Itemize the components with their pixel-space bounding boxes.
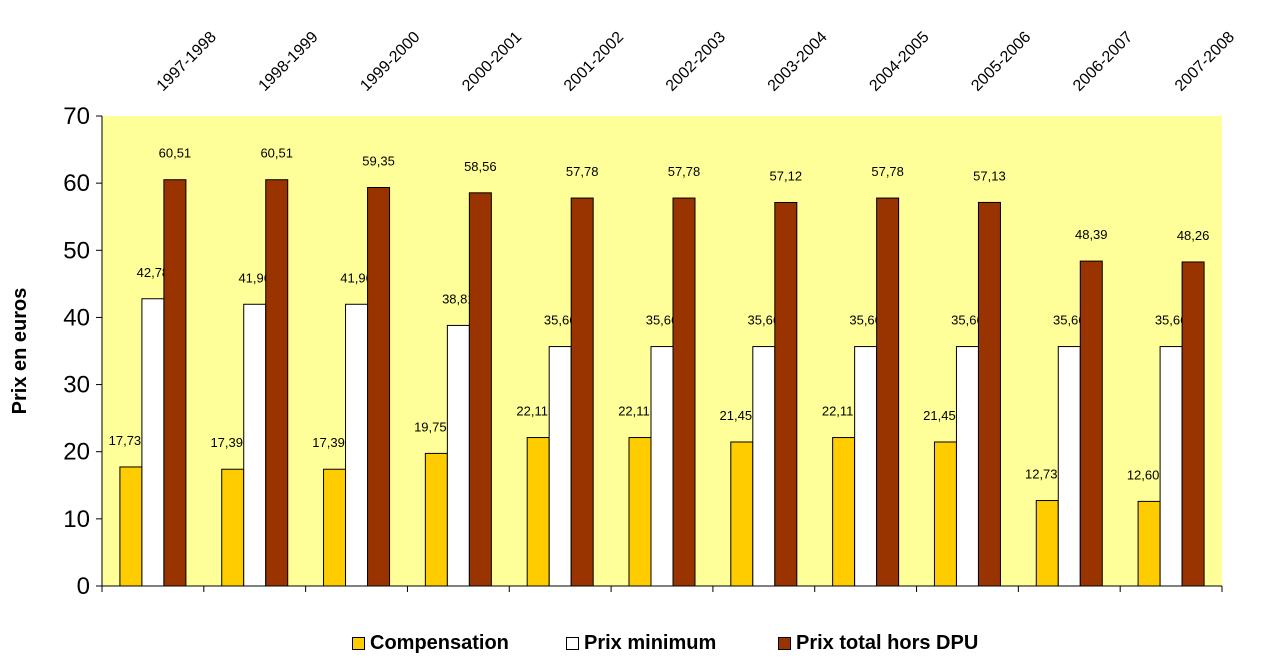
bar bbox=[730, 441, 754, 587]
x-category-label: 2003-2004 bbox=[765, 29, 831, 95]
y-tick-label: 10 bbox=[63, 506, 90, 533]
data-label: 57,78 bbox=[566, 164, 599, 179]
x-category-label: 2004-2005 bbox=[866, 29, 932, 95]
bar bbox=[650, 346, 674, 587]
data-label: 22,11 bbox=[618, 404, 650, 419]
data-label: 42,78 bbox=[137, 265, 170, 280]
legend: Compensation Prix minimum Prix total hor… bbox=[0, 620, 1262, 658]
data-label: 22,11 bbox=[822, 404, 854, 419]
chart-svg: 0 10 20 30 40 50 60 70 Prix en euros 1997-1998 199… bbox=[9, 29, 1238, 600]
data-label: 60,51 bbox=[159, 146, 192, 161]
data-label: 17,39 bbox=[210, 435, 243, 450]
bar bbox=[265, 179, 289, 587]
data-label: 22,11 bbox=[516, 404, 548, 419]
data-label: 60,51 bbox=[260, 146, 293, 161]
data-label: 21,45 bbox=[720, 408, 753, 423]
data-label: 57,78 bbox=[871, 164, 904, 179]
bar bbox=[446, 324, 470, 587]
legend-label-prix-total: Prix total hors DPU bbox=[796, 631, 979, 654]
data-label: 58,56 bbox=[464, 159, 497, 174]
bar bbox=[1159, 346, 1183, 587]
bar bbox=[570, 197, 594, 587]
x-category-label: 2006-2007 bbox=[1070, 29, 1136, 95]
y-tick-label: 70 bbox=[63, 103, 90, 130]
bar bbox=[141, 298, 165, 587]
bar bbox=[119, 466, 143, 587]
bar bbox=[323, 468, 347, 587]
data-label: 57,78 bbox=[668, 164, 701, 179]
bar bbox=[672, 197, 696, 587]
data-label: 35,66 bbox=[544, 313, 577, 328]
bar bbox=[1035, 500, 1059, 587]
data-label: 41,96 bbox=[340, 270, 373, 285]
legend-item-prix-minimum: Prix minimum bbox=[566, 632, 716, 654]
bar bbox=[854, 346, 878, 587]
bar bbox=[1079, 260, 1103, 587]
x-category-label: 1998-1999 bbox=[256, 29, 322, 95]
data-label: 48,26 bbox=[1177, 228, 1210, 243]
x-category-label: 2002-2003 bbox=[663, 29, 729, 95]
data-label: 19,75 bbox=[414, 419, 447, 434]
data-label: 17,39 bbox=[312, 435, 345, 450]
bar bbox=[628, 437, 652, 587]
data-label: 35,66 bbox=[646, 313, 679, 328]
bar bbox=[832, 437, 856, 587]
bar bbox=[752, 346, 776, 587]
bar bbox=[526, 437, 550, 587]
legend-label-prix-minimum: Prix minimum bbox=[584, 631, 717, 654]
bar bbox=[876, 197, 900, 587]
data-label: 57,13 bbox=[973, 168, 1006, 183]
bar bbox=[345, 303, 369, 587]
data-label: 35,66 bbox=[849, 313, 882, 328]
legend-swatch-compensation bbox=[352, 636, 365, 650]
y-axis-label: Prix en euros bbox=[9, 288, 31, 415]
data-label: 17,73 bbox=[109, 433, 142, 448]
y-tick-label: 60 bbox=[63, 170, 90, 197]
x-category-label: 2005-2006 bbox=[968, 29, 1034, 95]
data-label: 48,39 bbox=[1075, 227, 1108, 242]
data-label: 35,66 bbox=[748, 313, 781, 328]
data-label: 38,81 bbox=[442, 291, 475, 306]
x-category-label: 1997-1998 bbox=[154, 29, 220, 95]
data-label: 35,66 bbox=[1155, 313, 1188, 328]
data-label: 59,35 bbox=[362, 154, 395, 169]
y-tick-label: 0 bbox=[77, 573, 90, 600]
bar bbox=[955, 346, 979, 587]
legend-swatch-prix-total bbox=[778, 636, 791, 650]
legend-item-prix-total: Prix total hors DPU bbox=[778, 632, 978, 654]
data-label: 12,60 bbox=[1127, 467, 1160, 482]
bar bbox=[367, 187, 391, 587]
bar bbox=[221, 468, 245, 587]
data-label: 57,12 bbox=[770, 168, 803, 183]
bar bbox=[1137, 500, 1161, 587]
x-category-label: 2001-2002 bbox=[561, 29, 627, 95]
bar bbox=[933, 441, 957, 587]
legend-swatch-prix-minimum bbox=[566, 636, 579, 650]
data-label: 41,96 bbox=[238, 270, 271, 285]
data-label: 21,45 bbox=[923, 408, 956, 423]
bar bbox=[468, 192, 492, 587]
bar bbox=[977, 201, 1001, 587]
y-tick-label: 20 bbox=[63, 439, 90, 466]
bar bbox=[774, 201, 798, 587]
bar bbox=[1057, 346, 1081, 587]
legend-label-compensation: Compensation bbox=[370, 631, 509, 654]
bar bbox=[243, 303, 267, 587]
bar bbox=[548, 346, 572, 587]
x-category-label: 2007-2008 bbox=[1172, 29, 1238, 95]
y-tick-label: 30 bbox=[63, 372, 90, 399]
legend-item-compensation: Compensation bbox=[352, 632, 509, 654]
x-category-label: 1999-2000 bbox=[357, 29, 423, 95]
data-label: 35,66 bbox=[1053, 313, 1086, 328]
y-tick-label: 50 bbox=[63, 237, 90, 264]
bar bbox=[1181, 261, 1205, 587]
x-category-label: 2000-2001 bbox=[459, 29, 525, 95]
data-label: 12,73 bbox=[1025, 467, 1058, 482]
y-tick-label: 40 bbox=[63, 304, 90, 331]
data-label: 35,66 bbox=[951, 313, 984, 328]
bar bbox=[424, 452, 448, 587]
bar bbox=[163, 179, 187, 587]
